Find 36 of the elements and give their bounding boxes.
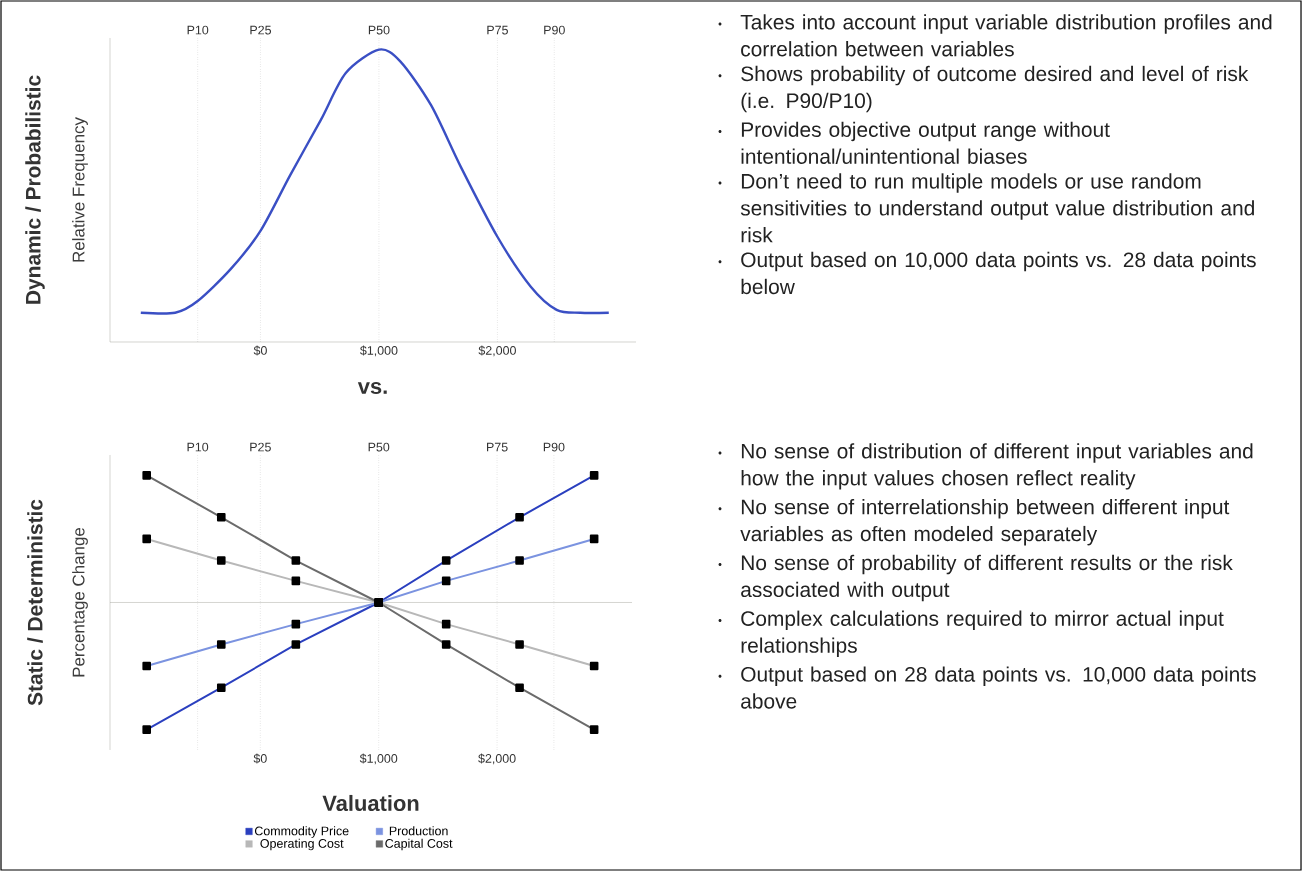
text: No sense of probability of different results or the risk associated with output (741, 554, 1233, 602)
x-axis-title: Valuation (322, 794, 419, 812)
text: Static / Deterministic (27, 499, 43, 706)
x-tick-label: $1,000 (359, 753, 398, 765)
ref-line-label: P10 (187, 25, 209, 35)
text: vs. (357, 381, 387, 395)
x-tick-label: $0 (253, 753, 267, 764)
legend-label: Production (389, 826, 448, 836)
ref-line-label: P90 (544, 25, 565, 35)
x-tick-label: $1,000 (360, 345, 398, 357)
text: Shows probability of outcome desired and level of risk (i.e. P90/P10) (741, 65, 1249, 113)
y-axis-title: Percentage Change (72, 527, 88, 677)
text: Output based on 28 data points vs. 10,000 data points above (741, 666, 1256, 709)
ref-line-label: P25 (250, 25, 272, 35)
ref-line-label: P50 (368, 442, 390, 452)
legend-label: Capital Cost (385, 838, 453, 851)
ref-line-label: P50 (368, 25, 390, 35)
ref-line-label: P10 (187, 442, 209, 452)
ref-line-label: P90 (543, 442, 565, 452)
text: Complex calculations required to mirror actual input relationships (741, 610, 1224, 657)
text: No sense of distribution of different input variables and how the input values chosen reflect reality (741, 443, 1253, 490)
text: No sense of interrelationship between different input variables as often modeled separately (740, 499, 1230, 546)
legend-label: Operating Cost (260, 838, 344, 851)
y-axis-title: Relative Frequency (72, 117, 88, 262)
ref-line-label: P75 (487, 25, 508, 35)
text: Provides objective output range without intentional/unintentional biases (741, 121, 1110, 164)
legend-label: Commodity Price (254, 826, 349, 838)
ref-line-label: P75 (487, 442, 508, 452)
text: Dynamic / Probabilistic (25, 75, 45, 304)
text: Don’t need to run multiple models or use random sensitivities to understand output value distribution and risk (740, 173, 1254, 243)
text: Takes into account input variable distribution profiles and correlation between variables (740, 14, 1272, 57)
x-tick-label: $2,000 (478, 753, 516, 765)
text: Output based on 10,000 data points vs. 28 data points below (741, 251, 1256, 295)
ref-line-label: P25 (250, 442, 271, 452)
x-tick-label: $2,000 (478, 345, 516, 357)
x-tick-label: $0 (253, 345, 267, 356)
